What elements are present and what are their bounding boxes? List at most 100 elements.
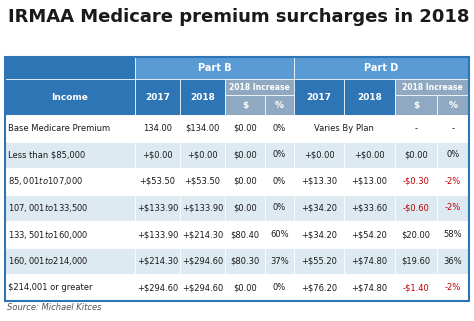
Bar <box>225 274 265 301</box>
Bar <box>180 142 225 168</box>
Bar <box>294 79 345 115</box>
Text: +$214.30: +$214.30 <box>137 257 178 266</box>
Bar <box>5 57 469 301</box>
Bar <box>437 248 469 274</box>
Bar <box>345 168 395 195</box>
Bar <box>180 115 225 142</box>
Text: -$0.30: -$0.30 <box>402 177 429 186</box>
Text: %: % <box>448 100 457 109</box>
Text: Part B: Part B <box>198 63 231 73</box>
Text: 134.00: 134.00 <box>143 124 172 133</box>
Text: +$13.00: +$13.00 <box>352 177 388 186</box>
Bar <box>5 79 135 115</box>
Text: 0%: 0% <box>273 124 286 133</box>
Bar <box>345 248 395 274</box>
Text: -$1.40: -$1.40 <box>402 283 429 292</box>
Text: +$74.80: +$74.80 <box>352 283 388 292</box>
Bar <box>5 221 135 248</box>
Bar <box>135 195 180 221</box>
Bar <box>437 115 469 142</box>
Bar <box>395 195 437 221</box>
Text: $214,001 or greater: $214,001 or greater <box>8 283 92 292</box>
Bar <box>294 248 345 274</box>
Text: +$0.00: +$0.00 <box>354 150 385 159</box>
Text: 2017: 2017 <box>145 92 170 101</box>
Bar <box>5 195 135 221</box>
Text: -2%: -2% <box>445 177 461 186</box>
Text: +$53.50: +$53.50 <box>139 177 175 186</box>
Bar <box>265 142 294 168</box>
Text: 2018: 2018 <box>190 92 215 101</box>
Text: +$34.20: +$34.20 <box>301 204 337 213</box>
Bar <box>135 274 180 301</box>
Bar <box>225 79 294 95</box>
Text: 37%: 37% <box>270 257 289 266</box>
Text: $0.00: $0.00 <box>233 124 257 133</box>
Text: $80.30: $80.30 <box>230 257 260 266</box>
Text: 58%: 58% <box>444 230 463 239</box>
Text: +$133.90: +$133.90 <box>182 204 223 213</box>
Text: 0%: 0% <box>273 204 286 213</box>
Text: +$34.20: +$34.20 <box>301 230 337 239</box>
Bar <box>395 221 437 248</box>
Text: +$294.60: +$294.60 <box>182 257 223 266</box>
Bar <box>345 195 395 221</box>
Text: $: $ <box>413 100 419 109</box>
Text: 60%: 60% <box>270 230 289 239</box>
Bar <box>437 195 469 221</box>
Text: -: - <box>452 124 455 133</box>
Bar <box>265 274 294 301</box>
Text: Base Medicare Premium: Base Medicare Premium <box>8 124 110 133</box>
Bar <box>5 142 135 168</box>
Text: +$74.80: +$74.80 <box>352 257 388 266</box>
Bar <box>437 142 469 168</box>
Text: +$13.30: +$13.30 <box>301 177 337 186</box>
Bar <box>225 115 265 142</box>
Text: Varies By Plan: Varies By Plan <box>314 124 374 133</box>
Text: +$294.60: +$294.60 <box>182 283 223 292</box>
Text: +$0.00: +$0.00 <box>304 150 335 159</box>
Bar <box>225 168 265 195</box>
Text: $: $ <box>242 100 248 109</box>
Text: $80.40: $80.40 <box>230 230 260 239</box>
Bar <box>437 274 469 301</box>
Text: -: - <box>414 124 418 133</box>
Bar <box>345 274 395 301</box>
Bar <box>395 115 437 142</box>
Text: 2018 Increase: 2018 Increase <box>229 82 290 91</box>
Bar <box>135 115 180 142</box>
Text: +$76.20: +$76.20 <box>301 283 337 292</box>
Text: 2017: 2017 <box>307 92 332 101</box>
Text: $133,501 to $160,000: $133,501 to $160,000 <box>8 229 89 240</box>
Text: Part D: Part D <box>365 63 399 73</box>
Bar <box>437 168 469 195</box>
Bar <box>294 221 345 248</box>
Bar <box>395 95 437 115</box>
Bar <box>395 168 437 195</box>
Text: +$53.50: +$53.50 <box>184 177 220 186</box>
Bar <box>180 195 225 221</box>
Bar <box>437 221 469 248</box>
Text: -2%: -2% <box>445 204 461 213</box>
Bar <box>225 142 265 168</box>
Bar <box>180 248 225 274</box>
Text: +$55.20: +$55.20 <box>301 257 337 266</box>
Text: $0.00: $0.00 <box>233 283 257 292</box>
Text: 0%: 0% <box>273 150 286 159</box>
Text: -$0.60: -$0.60 <box>402 204 429 213</box>
Text: $0.00: $0.00 <box>233 177 257 186</box>
Bar <box>294 168 345 195</box>
Text: +$133.90: +$133.90 <box>137 230 178 239</box>
Bar <box>135 57 294 79</box>
Bar <box>5 168 135 195</box>
Bar <box>265 248 294 274</box>
Bar <box>225 195 265 221</box>
Bar <box>345 79 395 115</box>
Bar <box>294 57 469 79</box>
Bar <box>225 95 265 115</box>
Text: Less than $85,000: Less than $85,000 <box>8 150 85 159</box>
Bar <box>5 115 135 142</box>
Bar <box>180 274 225 301</box>
Bar <box>294 115 395 142</box>
Text: $160,001 to $214,000: $160,001 to $214,000 <box>8 255 89 267</box>
